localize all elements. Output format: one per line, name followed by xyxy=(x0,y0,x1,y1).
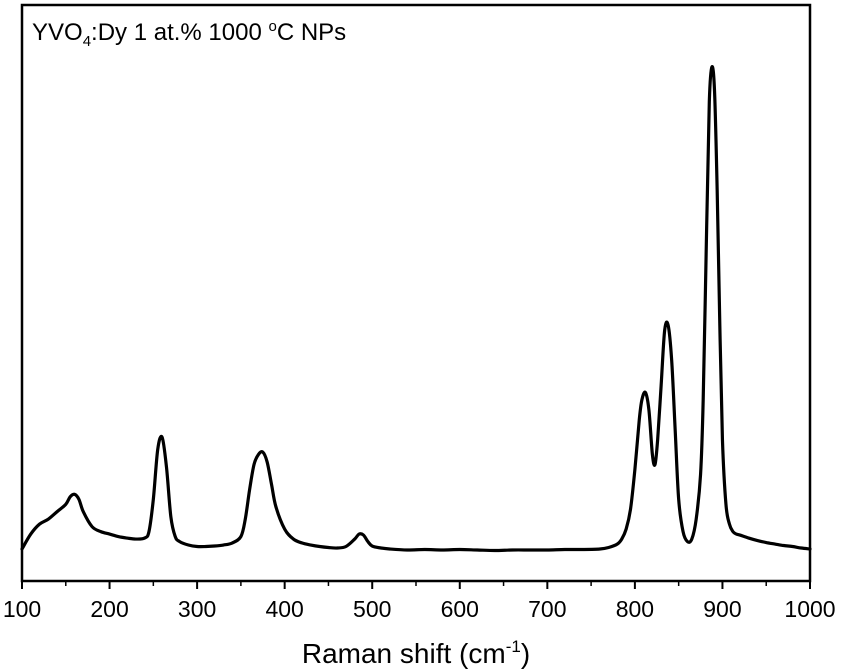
x-axis-tick-labels: 100 200 300 400 500 600 700 800 900 1000 xyxy=(3,596,836,622)
x-axis-ticks xyxy=(21,581,811,589)
x-tick-label: 400 xyxy=(265,596,303,622)
x-tick-label: 300 xyxy=(178,596,216,622)
plot-frame xyxy=(20,3,812,583)
x-tick-label: 200 xyxy=(90,596,128,622)
x-tick-label: 100 xyxy=(3,596,41,622)
x-tick-label: 700 xyxy=(528,596,566,622)
sample-annotation: YVO4:Dy 1 at.% 1000 oC NPs xyxy=(32,18,346,50)
x-axis-title: Raman shift (cm-1) xyxy=(302,637,530,669)
spectrum-line xyxy=(20,65,812,553)
x-tick-label: 800 xyxy=(616,596,654,622)
x-tick-label: 500 xyxy=(353,596,391,622)
x-tick-label: 1000 xyxy=(784,596,835,622)
x-tick-label: 600 xyxy=(441,596,479,622)
x-tick-label: 900 xyxy=(703,596,741,622)
